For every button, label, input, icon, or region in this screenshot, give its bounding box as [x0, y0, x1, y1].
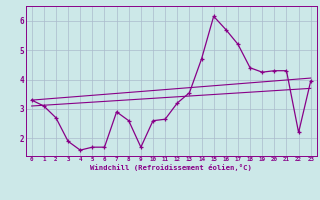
X-axis label: Windchill (Refroidissement éolien,°C): Windchill (Refroidissement éolien,°C) — [90, 164, 252, 171]
